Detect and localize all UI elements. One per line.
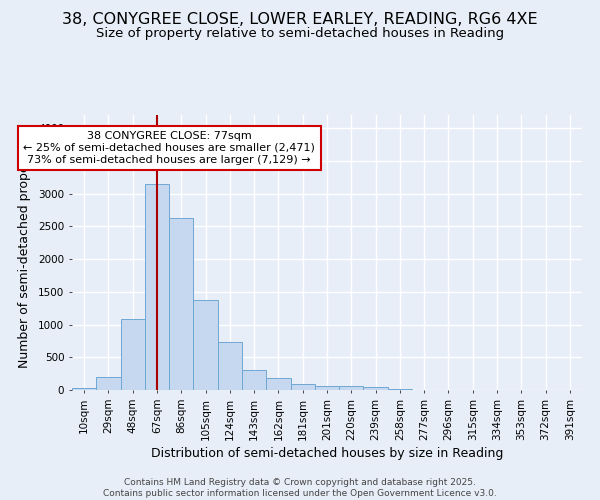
Bar xyxy=(388,389,412,390)
Bar xyxy=(169,218,193,390)
Y-axis label: Number of semi-detached properties: Number of semi-detached properties xyxy=(18,137,31,368)
X-axis label: Distribution of semi-detached houses by size in Reading: Distribution of semi-detached houses by … xyxy=(151,446,503,460)
Text: 38, CONYGREE CLOSE, LOWER EARLEY, READING, RG6 4XE: 38, CONYGREE CLOSE, LOWER EARLEY, READIN… xyxy=(62,12,538,28)
Bar xyxy=(218,342,242,390)
Bar xyxy=(315,386,339,390)
Text: Contains HM Land Registry data © Crown copyright and database right 2025.
Contai: Contains HM Land Registry data © Crown c… xyxy=(103,478,497,498)
Bar xyxy=(266,378,290,390)
Text: Size of property relative to semi-detached houses in Reading: Size of property relative to semi-detach… xyxy=(96,28,504,40)
Bar xyxy=(193,300,218,390)
Bar xyxy=(145,184,169,390)
Bar xyxy=(72,388,96,390)
Text: 38 CONYGREE CLOSE: 77sqm
← 25% of semi-detached houses are smaller (2,471)
73% o: 38 CONYGREE CLOSE: 77sqm ← 25% of semi-d… xyxy=(23,132,315,164)
Bar xyxy=(242,370,266,390)
Bar xyxy=(339,386,364,390)
Bar xyxy=(290,384,315,390)
Bar xyxy=(121,320,145,390)
Bar xyxy=(364,388,388,390)
Bar xyxy=(96,377,121,390)
